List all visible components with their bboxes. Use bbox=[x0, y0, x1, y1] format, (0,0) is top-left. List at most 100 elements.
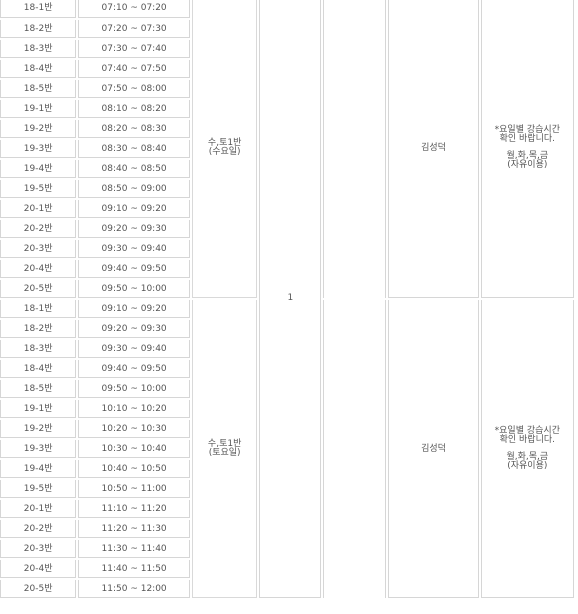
time-cell: 11:40 ~ 11:50 bbox=[78, 560, 190, 578]
count-cell: 1 bbox=[259, 0, 322, 598]
time-cell: 09:20 ~ 09:30 bbox=[78, 220, 190, 238]
table-row: 20-2반 09:20 ~ 09:30 bbox=[0, 220, 574, 238]
class-cell: 20-1반 bbox=[0, 200, 77, 218]
class-cell: 19-2반 bbox=[0, 120, 77, 138]
class-cell: 20-2반 bbox=[0, 220, 77, 238]
memo-text: (자유이용) bbox=[507, 460, 548, 471]
schedule-table: 18-1반 07:10 ~ 07:20 수,토1반 (수요일) 1 김성덕 *요일별 강습시… bbox=[0, 0, 574, 598]
table-row: 18-3반 07:30 ~ 07:40 bbox=[0, 40, 574, 58]
table-row: 20-4반 09:40 ~ 09:50 bbox=[0, 260, 574, 278]
table-row: 20-1반 11:10 ~ 11:20 bbox=[0, 500, 574, 518]
time-cell: 07:50 ~ 08:00 bbox=[78, 80, 190, 98]
time-cell: 09:30 ~ 09:40 bbox=[78, 340, 190, 358]
time-cell: 11:50 ~ 12:00 bbox=[78, 580, 190, 598]
memo-cell: *요일별 강습시간 확인 바랍니다. 월,화,목,금 (자유이용) bbox=[480, 0, 574, 298]
time-cell: 09:40 ~ 09:50 bbox=[78, 360, 190, 378]
table-row: 18-5반 07:50 ~ 08:00 bbox=[0, 80, 574, 98]
table-row: 20-5반 11:50 ~ 12:00 bbox=[0, 580, 574, 598]
table-row: 20-3반 11:30 ~ 11:40 bbox=[0, 540, 574, 558]
memo-text: 월,화,목,금 bbox=[506, 150, 549, 161]
time-cell: 09:10 ~ 09:20 bbox=[78, 300, 190, 318]
class-cell: 18-2반 bbox=[0, 20, 77, 38]
time-cell: 10:20 ~ 10:30 bbox=[78, 420, 190, 438]
time-cell: 07:10 ~ 07:20 bbox=[78, 0, 190, 18]
class-cell: 20-2반 bbox=[0, 520, 77, 538]
time-cell: 09:50 ~ 10:00 bbox=[78, 380, 190, 398]
table-row: 18-1반 09:10 ~ 09:20 수,토1반 (토요일) 김성덕 *요일별 강습시간… bbox=[0, 300, 574, 598]
class-cell: 20-4반 bbox=[0, 560, 77, 578]
table-row: 18-4반 07:40 ~ 07:50 bbox=[0, 60, 574, 78]
class-cell: 19-5반 bbox=[0, 180, 77, 198]
time-cell: 10:40 ~ 10:50 bbox=[78, 460, 190, 478]
time-cell: 11:30 ~ 11:40 bbox=[78, 540, 190, 558]
class-cell: 20-5반 bbox=[0, 280, 77, 298]
time-cell: 10:50 ~ 11:00 bbox=[78, 480, 190, 498]
class-cell: 19-1반 bbox=[0, 400, 77, 418]
teacher-cell: 김성덕 bbox=[388, 300, 479, 598]
memo-cell: *요일별 강습시간 확인 바랍니다. 월,화,목,금 (자유이용) bbox=[480, 300, 574, 598]
time-cell: 08:10 ~ 08:20 bbox=[78, 100, 190, 118]
memo-text: (자유이용) bbox=[507, 159, 548, 170]
class-cell: 18-1반 bbox=[0, 0, 77, 18]
class-cell: 18-4반 bbox=[0, 60, 77, 78]
class-cell: 18-4반 bbox=[0, 360, 77, 378]
time-cell: 09:10 ~ 09:20 bbox=[78, 200, 190, 218]
table-row: 19-4반 10:40 ~ 10:50 bbox=[0, 460, 574, 478]
table-row: 20-3반 09:30 ~ 09:40 bbox=[0, 240, 574, 258]
class-cell: 18-2반 bbox=[0, 320, 77, 338]
time-cell: 08:30 ~ 08:40 bbox=[78, 140, 190, 158]
group-cell: 수,토1반 (토요일) bbox=[191, 300, 258, 598]
class-cell: 19-3반 bbox=[0, 140, 77, 158]
time-cell: 08:40 ~ 08:50 bbox=[78, 160, 190, 178]
time-cell: 11:10 ~ 11:20 bbox=[78, 500, 190, 518]
group-day: (토요일) bbox=[208, 447, 241, 458]
time-cell: 10:30 ~ 10:40 bbox=[78, 440, 190, 458]
time-cell: 09:20 ~ 09:30 bbox=[78, 320, 190, 338]
group-cell: 수,토1반 (수요일) bbox=[191, 0, 258, 298]
class-cell: 18-3반 bbox=[0, 340, 77, 358]
table-row: 18-3반 09:30 ~ 09:40 bbox=[0, 340, 574, 358]
class-cell: 19-4반 bbox=[0, 460, 77, 478]
class-cell: 20-3반 bbox=[0, 240, 77, 258]
table-row: 19-4반 08:40 ~ 08:50 bbox=[0, 160, 574, 178]
table-row: 19-5반 08:50 ~ 09:00 bbox=[0, 180, 574, 198]
empty-cell bbox=[323, 0, 387, 298]
table-row: 19-3반 08:30 ~ 08:40 bbox=[0, 140, 574, 158]
table-row: 20-2반 11:20 ~ 11:30 bbox=[0, 520, 574, 538]
time-cell: 08:20 ~ 08:30 bbox=[78, 120, 190, 138]
table-row: 18-1반 07:10 ~ 07:20 수,토1반 (수요일) 1 김성덕 *요일별 강습시… bbox=[0, 0, 574, 598]
memo-text: 확인 바랍니다. bbox=[499, 133, 556, 144]
class-cell: 19-2반 bbox=[0, 420, 77, 438]
class-cell: 19-5반 bbox=[0, 480, 77, 498]
time-cell: 07:20 ~ 07:30 bbox=[78, 20, 190, 38]
memo-text: 월,화,목,금 bbox=[506, 451, 549, 462]
class-cell: 19-1반 bbox=[0, 100, 77, 118]
memo-text: 확인 바랍니다. bbox=[499, 434, 556, 445]
class-cell: 19-4반 bbox=[0, 160, 77, 178]
empty-cell bbox=[323, 300, 387, 598]
table-row: 18-5반 09:50 ~ 10:00 bbox=[0, 380, 574, 398]
bottom-strip bbox=[0, 610, 578, 614]
class-cell: 18-5반 bbox=[0, 380, 77, 398]
table-row: 19-1반 08:10 ~ 08:20 bbox=[0, 100, 574, 118]
class-cell: 18-5반 bbox=[0, 80, 77, 98]
time-cell: 10:10 ~ 10:20 bbox=[78, 400, 190, 418]
time-cell: 09:30 ~ 09:40 bbox=[78, 240, 190, 258]
class-cell: 20-3반 bbox=[0, 540, 77, 558]
time-cell: 07:30 ~ 07:40 bbox=[78, 40, 190, 58]
class-cell: 19-3반 bbox=[0, 440, 77, 458]
table-row: 19-1반 10:10 ~ 10:20 bbox=[0, 400, 574, 418]
time-cell: 09:50 ~ 10:00 bbox=[78, 280, 190, 298]
time-cell: 09:40 ~ 09:50 bbox=[78, 260, 190, 278]
table-row: 20-1반 09:10 ~ 09:20 bbox=[0, 200, 574, 218]
table-row: 18-4반 09:40 ~ 09:50 bbox=[0, 360, 574, 378]
table-row: 20-5반 09:50 ~ 10:00 bbox=[0, 280, 574, 298]
class-cell: 20-1반 bbox=[0, 500, 77, 518]
class-cell: 18-1반 bbox=[0, 300, 77, 318]
group-name: 수,토1반 bbox=[207, 438, 242, 449]
time-cell: 08:50 ~ 09:00 bbox=[78, 180, 190, 198]
teacher-cell: 김성덕 bbox=[388, 0, 479, 298]
table-row: 19-5반 10:50 ~ 11:00 bbox=[0, 480, 574, 498]
memo-text: *요일별 강습시간 bbox=[494, 124, 560, 135]
group-name: 수,토1반 bbox=[207, 137, 242, 148]
